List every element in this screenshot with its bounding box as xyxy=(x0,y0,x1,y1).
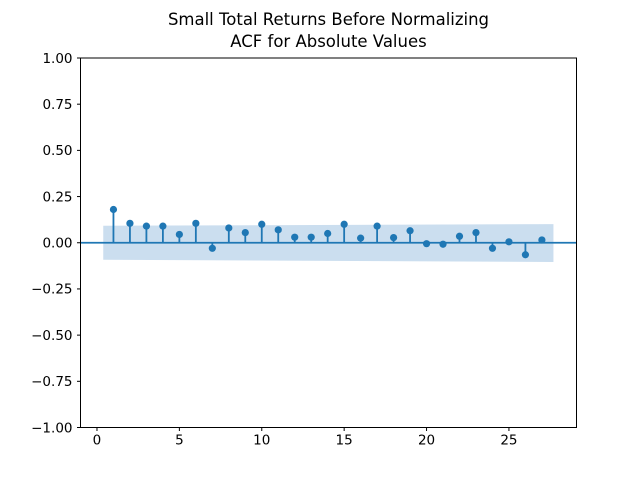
stem-marker xyxy=(291,233,299,241)
stem-marker xyxy=(406,227,414,235)
stem-marker xyxy=(455,232,464,240)
stem-marker xyxy=(439,240,447,248)
y-tick-label: 0.00 xyxy=(42,236,72,252)
stem-marker xyxy=(521,251,530,259)
y-tick-label: −0.25 xyxy=(31,282,72,298)
y-tick-label: 0.75 xyxy=(42,97,72,113)
stem-marker xyxy=(538,236,546,244)
stem-marker xyxy=(142,222,151,230)
y-tick-label: −0.50 xyxy=(31,328,72,344)
stem-marker xyxy=(274,226,282,234)
x-tick-label: 15 xyxy=(336,433,353,449)
stem-marker xyxy=(159,222,167,230)
y-tick-label: 0.25 xyxy=(42,189,72,205)
stem-marker xyxy=(192,219,200,227)
x-tick-label: 25 xyxy=(500,433,517,449)
stem-marker xyxy=(357,234,365,242)
stem-marker xyxy=(488,244,497,252)
axis-ticks xyxy=(77,57,510,431)
stem-marker xyxy=(505,238,513,246)
stem-marker xyxy=(422,240,431,248)
chart-title-line2: ACF for Absolute Values xyxy=(230,32,426,51)
y-tick-label: 1.00 xyxy=(42,51,72,67)
stem-marker xyxy=(109,205,118,214)
stem-marker xyxy=(307,233,315,241)
stem-marker xyxy=(126,219,134,227)
x-tick-label: 10 xyxy=(253,433,270,449)
axis-tick-labels: 0 5 10 15 20 25 1.00 0.75 0.50 0.25 0.00 −0.25 −0.50… xyxy=(31,51,517,449)
stem-marker xyxy=(208,244,216,252)
stem-marker xyxy=(175,230,183,239)
stem-marker xyxy=(472,228,480,237)
stem-marker xyxy=(225,224,233,232)
chart-title-line1: Small Total Returns Before Normalizing xyxy=(168,10,489,29)
stem-marker xyxy=(258,220,266,228)
stem-marker xyxy=(389,233,398,242)
markers xyxy=(109,205,546,259)
stem-marker xyxy=(241,228,249,237)
y-tick-label: 0.50 xyxy=(42,143,72,159)
stem-marker xyxy=(340,220,348,228)
x-tick-label: 5 xyxy=(175,433,184,449)
y-tick-label: −0.75 xyxy=(31,374,72,390)
stem-marker xyxy=(373,222,381,230)
x-tick-label: 20 xyxy=(418,433,435,449)
x-tick-label: 0 xyxy=(93,433,102,449)
y-tick-label: −1.00 xyxy=(31,420,72,436)
stem-marker xyxy=(324,229,332,238)
